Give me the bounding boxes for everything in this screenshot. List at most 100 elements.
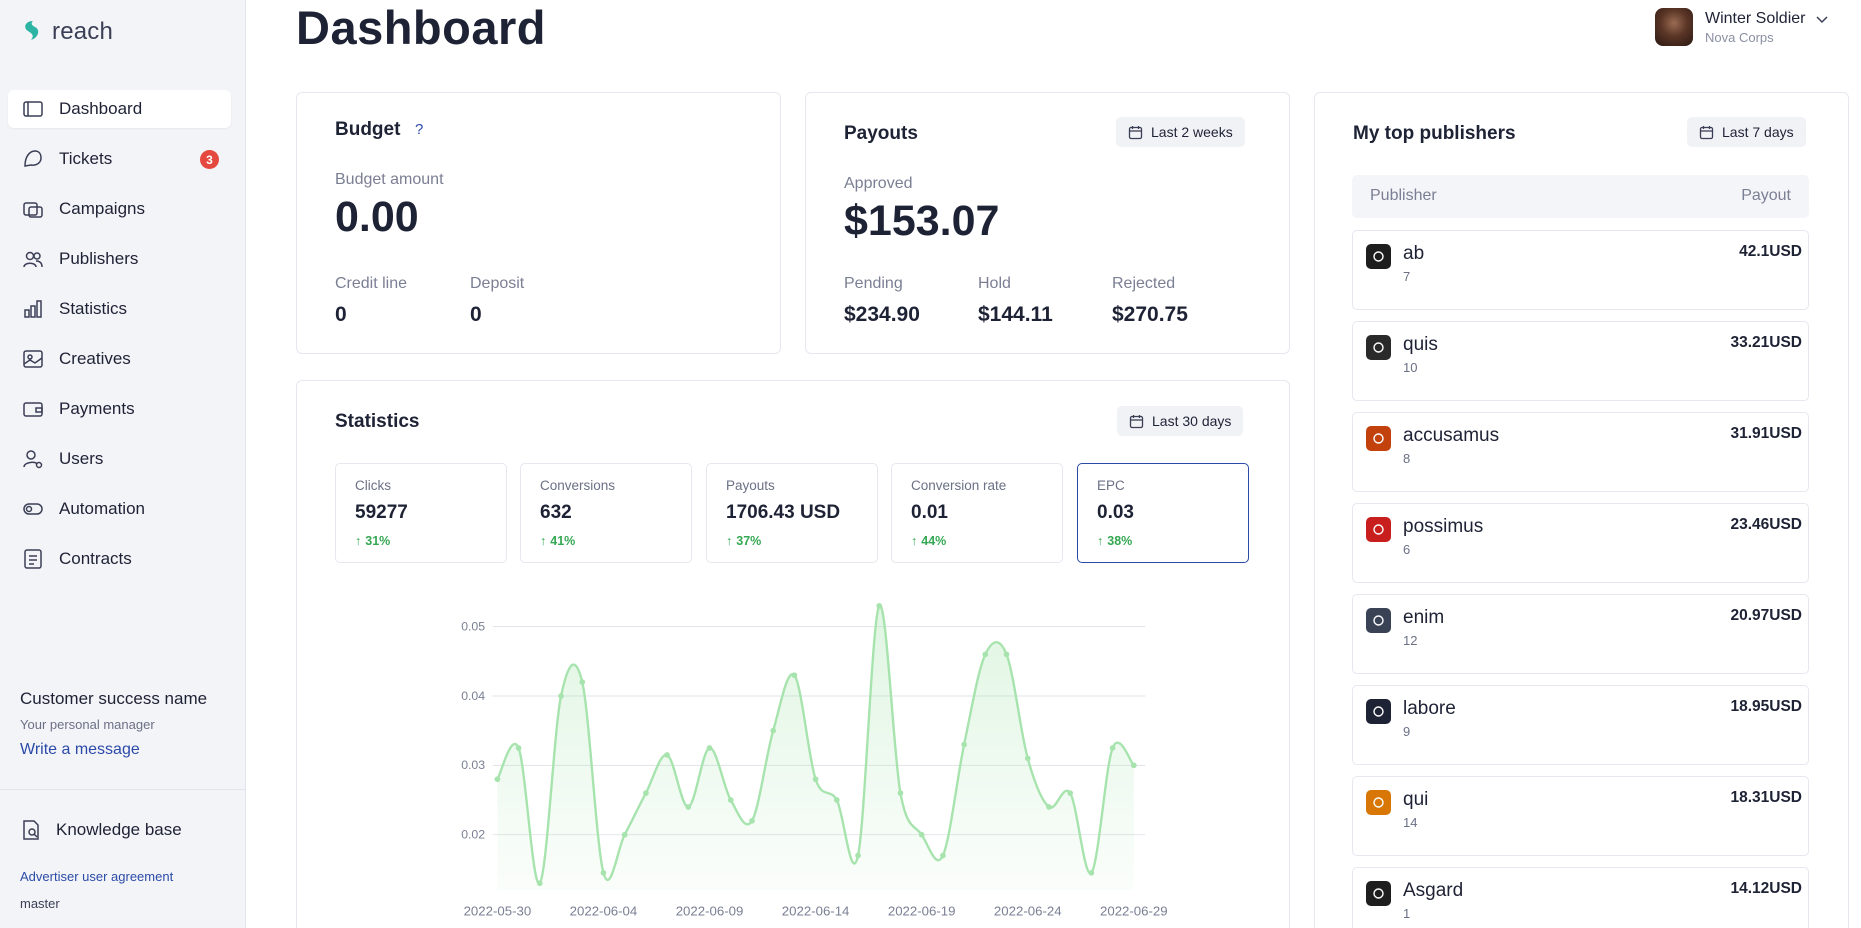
epc-point[interactable] xyxy=(918,831,925,838)
approved-value: $153.07 xyxy=(844,197,1000,245)
publisher-row[interactable]: ab 7 42.1USD xyxy=(1352,230,1809,310)
publisher-row[interactable]: labore 9 18.95USD xyxy=(1352,685,1809,765)
publisher-row[interactable]: possimus 6 23.46USD xyxy=(1352,503,1809,583)
sidebar-item-payments[interactable]: Payments xyxy=(8,390,231,428)
approved-label: Approved xyxy=(844,175,913,192)
publisher-count: 14 xyxy=(1403,815,1418,830)
epc-point[interactable] xyxy=(749,817,755,824)
tickets-count-badge: 3 xyxy=(200,150,219,169)
publisher-name: accusamus xyxy=(1403,425,1500,446)
epc-point[interactable] xyxy=(1024,755,1031,762)
publisher-row[interactable]: accusamus 8 31.91USD xyxy=(1352,412,1809,492)
sidebar-item-users[interactable]: Users xyxy=(8,440,231,478)
sidebar-item-label: Payments xyxy=(59,399,135,418)
epc-point[interactable] xyxy=(855,852,861,859)
epc-area xyxy=(497,605,1134,891)
sidebar-item-label: Creatives xyxy=(59,349,131,368)
user-agreement-link[interactable]: Advertiser user agreement xyxy=(20,869,174,884)
epc-point[interactable] xyxy=(727,797,734,803)
publishers-range-picker[interactable]: Last 7 days xyxy=(1687,117,1806,147)
arrow-up-icon: ↑ xyxy=(1097,534,1104,548)
x-tick-label: 2022-06-24 xyxy=(994,904,1062,919)
epc-point[interactable] xyxy=(664,752,670,758)
epc-point[interactable] xyxy=(1003,651,1010,658)
publisher-payout: 33.21USD xyxy=(1730,334,1802,351)
epc-point[interactable] xyxy=(579,679,586,685)
sidebar-item-dashboard[interactable]: Dashboard xyxy=(8,90,231,128)
epc-point[interactable] xyxy=(961,741,967,748)
write-message-link[interactable]: Write a message xyxy=(20,741,140,758)
publisher-name: labore xyxy=(1403,698,1456,719)
x-tick-label: 2022-06-29 xyxy=(1100,904,1168,919)
sidebar-item-campaigns[interactable]: Campaigns xyxy=(8,190,231,228)
epc-point[interactable] xyxy=(770,727,777,734)
epc-point[interactable] xyxy=(897,790,904,796)
stat-tile-conversions[interactable]: Conversions 632 ↑ 41% xyxy=(520,463,692,563)
arrow-up-icon: ↑ xyxy=(355,534,362,548)
calendar-icon xyxy=(1699,125,1714,139)
epc-point[interactable] xyxy=(1109,745,1116,751)
help-icon[interactable]: ? xyxy=(415,121,424,138)
publishers-range-label: Last 7 days xyxy=(1722,124,1794,140)
creatives-icon xyxy=(21,347,45,371)
arrow-up-icon: ↑ xyxy=(540,534,547,548)
publisher-payout: 18.95USD xyxy=(1730,698,1802,715)
epc-point[interactable] xyxy=(1088,870,1095,876)
stat-tile-payouts[interactable]: Payouts 1706.43 USD ↑ 37% xyxy=(706,463,878,563)
publisher-payout: 31.91USD xyxy=(1730,425,1802,442)
sidebar-item-tickets[interactable]: Tickets 3 xyxy=(8,140,231,178)
stat-tile-conversion-rate[interactable]: Conversion rate 0.01 ↑ 44% xyxy=(891,463,1063,563)
publisher-row[interactable]: qui 14 18.31USD xyxy=(1352,776,1809,856)
epc-point[interactable] xyxy=(621,831,628,838)
statistics-range-picker[interactable]: Last 30 days xyxy=(1117,406,1244,436)
publisher-name: possimus xyxy=(1403,516,1484,537)
epc-point[interactable] xyxy=(876,603,883,609)
publisher-row[interactable]: Asgard 1 14.12USD xyxy=(1352,867,1809,928)
sidebar-item-automation[interactable]: Automation xyxy=(8,490,231,528)
deposit-label: Deposit xyxy=(470,275,525,292)
pending-value: $234.90 xyxy=(844,303,920,326)
user-org: Nova Corps xyxy=(1705,29,1774,45)
stat-tile-change: ↑ 41% xyxy=(540,534,575,548)
sidebar-item-contracts[interactable]: Contracts xyxy=(8,540,231,578)
epc-point[interactable] xyxy=(494,776,501,783)
epc-point[interactable] xyxy=(706,745,713,751)
epc-point[interactable] xyxy=(558,693,564,699)
epc-point[interactable] xyxy=(982,651,989,658)
calendar-icon xyxy=(1129,414,1144,428)
budget-title: Budget xyxy=(335,119,401,140)
reach-logo-icon xyxy=(25,21,39,40)
epc-point[interactable] xyxy=(515,745,522,751)
epc-point[interactable] xyxy=(791,672,798,679)
epc-point[interactable] xyxy=(940,852,946,859)
publisher-row[interactable]: enim 12 20.97USD xyxy=(1352,594,1809,674)
app-logo[interactable]: reach xyxy=(20,18,113,46)
user-menu[interactable]: Winter Soldier Nova Corps xyxy=(1655,8,1829,46)
publisher-logo-icon xyxy=(1366,244,1391,269)
payouts-card: Payouts Last 2 weeks Approved $153.07 Pe… xyxy=(805,92,1290,354)
knowledge-base-link[interactable]: Knowledge base xyxy=(20,819,182,841)
epc-point[interactable] xyxy=(685,804,692,810)
epc-point[interactable] xyxy=(1067,790,1074,796)
sidebar-item-publishers[interactable]: Publishers xyxy=(8,240,231,278)
sidebar-item-creatives[interactable]: Creatives xyxy=(8,340,231,378)
stat-tile-clicks[interactable]: Clicks 59277 ↑ 31% xyxy=(335,463,507,563)
rejected-value: $270.75 xyxy=(1112,303,1188,326)
payouts-range-label: Last 2 weeks xyxy=(1151,124,1233,140)
epc-point[interactable] xyxy=(1130,762,1137,769)
sidebar-item-statistics[interactable]: Statistics xyxy=(8,290,231,328)
epc-point[interactable] xyxy=(643,790,649,796)
publisher-row[interactable]: quis 10 33.21USD xyxy=(1352,321,1809,401)
manager-name: Customer success name xyxy=(20,689,208,708)
stat-tile-epc[interactable]: EPC 0.03 ↑ 38% xyxy=(1077,463,1249,563)
payouts-range-picker[interactable]: Last 2 weeks xyxy=(1116,117,1245,147)
epc-line xyxy=(496,604,1135,885)
pending-label: Pending xyxy=(844,275,903,292)
epc-point[interactable] xyxy=(812,776,819,783)
epc-point[interactable] xyxy=(833,797,840,803)
epc-point[interactable] xyxy=(600,870,607,876)
epc-point[interactable] xyxy=(1046,804,1052,810)
epc-point[interactable] xyxy=(536,880,543,887)
dashboard-icon xyxy=(21,97,45,121)
publisher-name: enim xyxy=(1403,607,1445,628)
